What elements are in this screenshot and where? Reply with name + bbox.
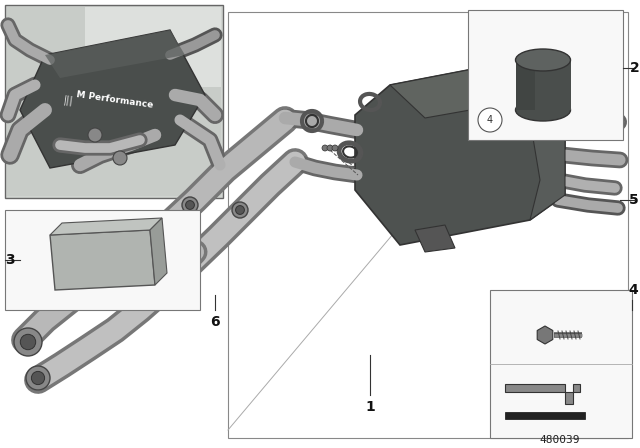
Circle shape <box>232 202 248 218</box>
Polygon shape <box>50 218 162 235</box>
Text: 480039: 480039 <box>540 435 580 445</box>
Text: 1: 1 <box>365 400 375 414</box>
Text: 4: 4 <box>487 115 493 125</box>
Polygon shape <box>516 60 535 110</box>
Polygon shape <box>415 225 455 252</box>
Circle shape <box>478 108 502 132</box>
Circle shape <box>236 206 244 215</box>
Polygon shape <box>20 30 205 168</box>
Polygon shape <box>50 230 155 290</box>
Circle shape <box>14 328 42 356</box>
Circle shape <box>113 151 127 165</box>
Polygon shape <box>505 384 580 404</box>
Text: 3: 3 <box>5 253 15 267</box>
Polygon shape <box>520 60 565 220</box>
Text: 6: 6 <box>210 315 220 329</box>
Bar <box>468 10 623 140</box>
Polygon shape <box>150 218 167 285</box>
Polygon shape <box>516 60 571 110</box>
Circle shape <box>20 334 36 350</box>
Text: 4: 4 <box>628 283 638 297</box>
Polygon shape <box>45 30 185 78</box>
Text: 5: 5 <box>629 193 639 207</box>
Ellipse shape <box>515 99 570 121</box>
Polygon shape <box>355 60 565 245</box>
Bar <box>7 7 221 196</box>
Circle shape <box>182 197 198 213</box>
Bar <box>5 5 223 198</box>
Bar <box>5 210 200 310</box>
Polygon shape <box>537 326 553 344</box>
Text: 2: 2 <box>630 61 640 75</box>
Circle shape <box>88 128 102 142</box>
Circle shape <box>332 145 338 151</box>
Circle shape <box>322 145 328 151</box>
Text: |||: ||| <box>63 94 74 106</box>
Ellipse shape <box>515 49 570 71</box>
Bar <box>85 7 221 87</box>
Text: M Performance: M Performance <box>76 90 154 110</box>
Polygon shape <box>505 412 585 419</box>
Circle shape <box>26 366 50 390</box>
Circle shape <box>186 201 195 209</box>
Bar <box>490 290 632 438</box>
Polygon shape <box>390 60 555 118</box>
Circle shape <box>327 145 333 151</box>
Circle shape <box>31 371 45 384</box>
